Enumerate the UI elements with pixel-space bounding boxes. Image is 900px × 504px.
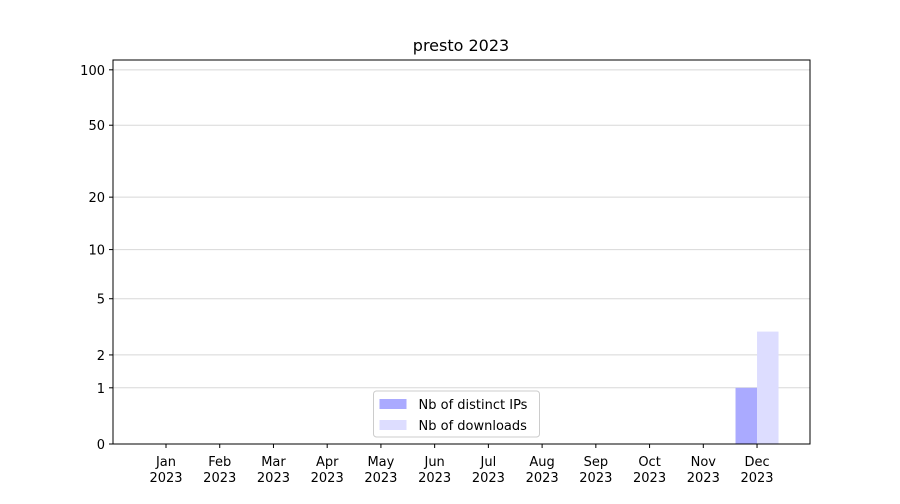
x-tick-label: Jan 2023 (149, 455, 182, 486)
bar (757, 331, 779, 444)
bar (735, 387, 758, 444)
y-tick-label: 2 (97, 349, 105, 364)
x-tick-label: Feb 2023 (203, 455, 236, 486)
y-tick-label: 5 (97, 293, 105, 308)
y-tick-label: 100 (80, 64, 105, 79)
chart-title: presto 2023 (413, 36, 509, 55)
x-tick-label: Mar 2023 (257, 455, 290, 486)
x-tick-label: Jun 2023 (418, 455, 451, 486)
plot-frame (112, 59, 811, 445)
x-tick-label: Dec 2023 (740, 455, 773, 486)
x-tick-label: Oct 2023 (633, 455, 666, 486)
x-tick-label: Aug 2023 (526, 455, 559, 486)
x-tick-label: May 2023 (364, 455, 397, 486)
legend-box (373, 390, 540, 438)
y-tick-label: 1 (97, 382, 105, 397)
y-tick-label: 20 (88, 191, 105, 206)
legend-swatch (379, 399, 407, 409)
x-tick-label: Jul 2023 (472, 455, 505, 486)
legend-label: Nb of downloads (419, 419, 528, 434)
x-tick-label: Apr 2023 (311, 455, 344, 486)
y-tick-label: 50 (88, 119, 105, 134)
x-tick-label: Sep 2023 (579, 455, 612, 486)
x-tick-label: Nov 2023 (687, 455, 720, 486)
y-tick-label: 10 (88, 244, 105, 259)
y-tick-label: 0 (97, 438, 105, 453)
legend-label: Nb of distinct IPs (419, 398, 528, 413)
legend-swatch (379, 420, 407, 430)
